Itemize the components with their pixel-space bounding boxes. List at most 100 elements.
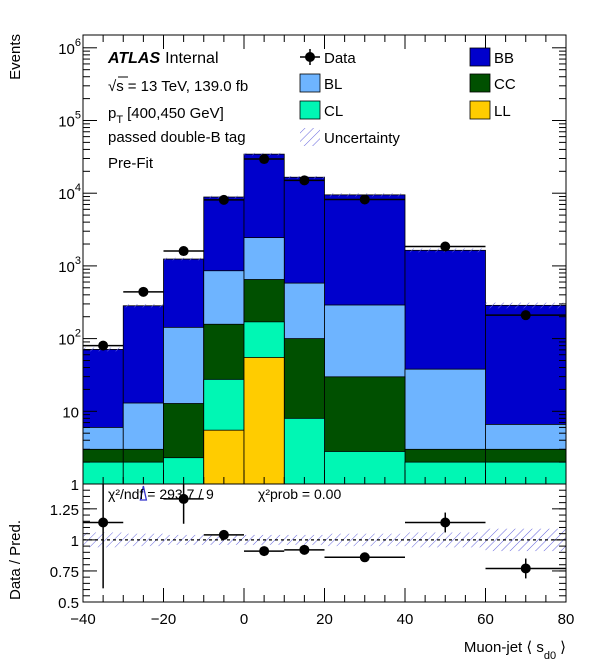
x-tick-label-6: 80 [558,611,575,628]
ratio-y-axis-title: Data / Pred. [7,520,24,600]
ratio-point-4 [259,546,270,557]
legend-cl-swatch [299,100,321,120]
x-tick-label-1: −20 [151,611,176,628]
legend-data-label: Data [324,50,356,67]
ratio-point-7 [440,517,451,528]
legend-cc-label: CC [494,76,516,93]
ratio-point-5 [299,544,310,555]
data-point-2 [178,246,189,257]
x-axis-title: Muon-jet ⟨ sd0 ⟩ [464,639,566,662]
ratio-y-tick-label-2: 1 [71,533,79,550]
atlas-label-bold: ATLAS [107,50,160,67]
annotations: ATLAS Internal √s = 13 TeV, 139.0 fb pT [40… [107,50,341,502]
data-point-7 [440,241,451,252]
ratio-y-axis: 0.5 0.75 1 1.25 [50,489,566,612]
ratio-point-3 [218,529,229,540]
x-axis-title-end: ⟩ [560,639,566,656]
legend-entry-ll: LL [469,100,511,120]
ratio-overflow-arrow-1 [139,485,148,501]
data-point-8 [520,310,531,321]
y-tick-exp: 2 [75,328,81,340]
y-tick-base: 10 [58,259,75,276]
energy-value: = 13 TeV, 139.0 fb [128,78,249,95]
uncertainty-band-bin-8 [485,302,566,309]
uncertainty-band-bin-1 [123,304,164,308]
y-tick-exp: 5 [75,110,81,122]
tag-label: passed double-B tag [108,129,246,146]
legend-entry-bl: BL [299,73,342,93]
sqrt-symbol: √ [108,78,117,95]
legend-entry-cl: CL [299,100,343,120]
pt-range: [400,450 GeV] [127,105,224,122]
legend-uncertainty-swatch [300,128,320,146]
data-point-6 [359,194,370,205]
x-tick-label-5: 60 [477,611,494,628]
legend-data-marker [305,52,315,62]
pt-sub: T [116,114,123,126]
legend-entry-data: Data [300,49,356,67]
ratio-uncertainty-bin-2 [163,534,204,545]
x-tick-label-4: 40 [397,611,414,628]
y-tick-label-3: 103 [58,255,81,276]
y-tick-label-5: 105 [58,110,81,131]
y-tick-base: 10 [58,186,75,203]
chi2prob-label: χ²prob = 0.00 [258,486,341,502]
ratio-uncertainty-bin-5 [284,534,325,545]
x-tick-label-3: 20 [316,611,333,628]
data-point-5 [299,175,310,186]
data-points [83,154,566,351]
legend-entry-cc: CC [469,73,516,93]
legend-bb-label: BB [494,50,514,67]
legend-ll-swatch [469,100,491,120]
legend: Data BL CL Uncertainty BB CC LL [299,47,516,147]
ratio-point-2 [178,493,189,504]
legend-bl-swatch [299,73,321,93]
ratio-uncertainty-bin-6 [324,533,405,547]
legend-ll-label: LL [494,103,511,120]
legend-bl-label: BL [324,76,342,93]
ratio-y-tick-label-0: 0.5 [58,595,79,612]
legend-cl-label: CL [324,103,343,120]
ratio-plot-panel: 0.5 0.75 1 1.25 −40 −20 0 20 40 60 80 [50,483,574,628]
legend-bb-swatch [469,47,491,67]
sqrt-s: s [116,78,124,95]
x-tick-label-0: −40 [70,611,95,628]
data-point-4 [259,154,270,165]
uncertainty-band-bin-2 [163,257,204,261]
y-tick-base: 10 [58,41,75,58]
atlas-label-internal: Internal [165,50,218,67]
ratio-point-6 [359,552,370,563]
x-axis-title-main: Muon-jet ⟨ s [464,639,544,656]
x-axis-title-sub: d0 [544,650,556,662]
y-tick-exp: 3 [75,255,81,267]
legend-uncertainty-label: Uncertainty [324,130,400,147]
ratio-point-0 [98,517,109,528]
legend-entry-uncertainty: Uncertainty [300,128,400,147]
data-point-0 [98,340,109,351]
y-tick-exp: 4 [75,182,81,194]
y-tick-base: 10 [58,114,75,131]
ratio-y-tick-label-1: 0.75 [50,564,79,581]
ratio-y-tick-label-3: 1.25 [50,502,79,519]
bar-ll-bin-4 [243,357,285,485]
ratio-points [83,484,566,589]
y-tick-base: 10 [58,332,75,349]
y-tick-label-2: 102 [58,328,81,349]
ratio-x-axis: −40 −20 0 20 40 60 80 [70,588,574,628]
fit-label: Pre-Fit [108,155,154,172]
y-tick-label-4: 104 [58,182,81,203]
data-point-3 [218,194,229,205]
legend-entry-bb: BB [469,47,514,67]
y-tick-label-0: 1 [71,477,79,494]
main-x-ticks [82,35,567,484]
chi2-label: χ²/ndf = 293.7 / 9 [108,486,214,502]
pt-prefix: p [108,105,116,122]
atlas-label: ATLAS Internal [107,50,219,67]
y-axis-title: Events [7,34,24,80]
y-tick-exp: 6 [75,37,81,49]
bar-cl-bin-5 [283,417,325,485]
bar-ll-bin-3 [203,429,245,485]
legend-cc-swatch [469,73,491,93]
energy-label: √s = 13 TeV, 139.0 fb [108,78,248,95]
